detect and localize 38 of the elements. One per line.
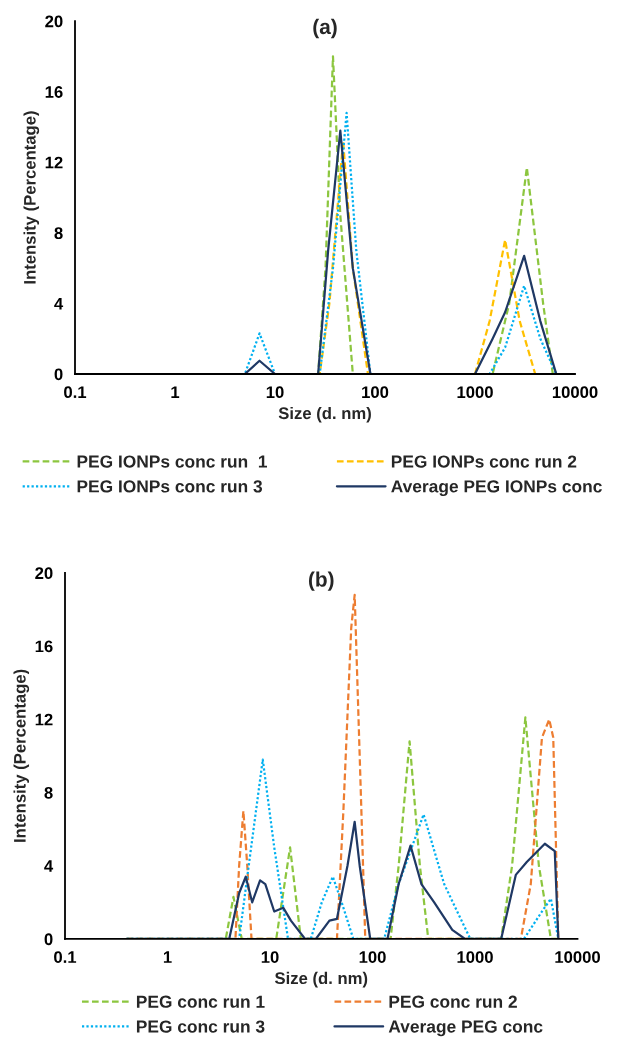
legend-label: Average PEG conc [388, 1020, 543, 1037]
y-tick-label: 16 [45, 86, 63, 98]
x-tick-label: 1 [163, 951, 172, 963]
x-tick-label: 1000 [457, 386, 493, 399]
y-tick-label: 20 [45, 15, 63, 28]
y-tick-label: 12 [35, 713, 53, 726]
legend-label: PEG conc run 3 [136, 1020, 265, 1033]
legend-label: PEG IONPs conc run 2 [391, 455, 577, 468]
y-tick-label: 8 [44, 786, 53, 799]
y-tick-label: 0 [54, 368, 63, 381]
legend-label: Average PEG IONPs conc [391, 480, 602, 497]
y-tick-label: 16 [35, 640, 53, 653]
legend-label: PEG conc run 2 [389, 995, 517, 1008]
x-tick-label: 0.1 [54, 951, 77, 963]
y-tick-label: 4 [54, 297, 64, 310]
x-tick-label: 1000 [457, 951, 493, 963]
y-tick-label: 0 [44, 933, 53, 946]
x-tick-label: 10 [261, 951, 279, 963]
y-tick-label: 20 [35, 567, 53, 580]
legend-label: PEG IONPs conc run 1 [77, 455, 267, 468]
chart-title: (b) [308, 571, 334, 591]
x-tick-label: 100 [359, 951, 386, 963]
x-tick-label: 100 [362, 386, 389, 399]
x-tick-label: 10000 [552, 386, 598, 399]
x-tick-label: 10 [266, 386, 284, 399]
legend-label: PEG IONPs conc run 3 [77, 480, 263, 493]
y-axis-title: Intensity (Percentage) [13, 669, 30, 842]
x-tick-label: 10000 [555, 951, 600, 963]
y-axis-title: Intensity (Percentage) [23, 111, 40, 284]
x-axis-title: Size (d. nm) [274, 971, 368, 988]
y-tick-label: 4 [44, 860, 54, 872]
y-tick-label: 8 [54, 227, 63, 240]
x-tick-label: 0.1 [64, 386, 87, 399]
x-axis-title: Size (d. nm) [278, 406, 371, 423]
chart-title: (a) [313, 18, 337, 39]
x-tick-label: 1 [171, 386, 180, 398]
legend-label: PEG conc run 1 [136, 995, 265, 1008]
y-tick-label: 12 [45, 156, 63, 169]
